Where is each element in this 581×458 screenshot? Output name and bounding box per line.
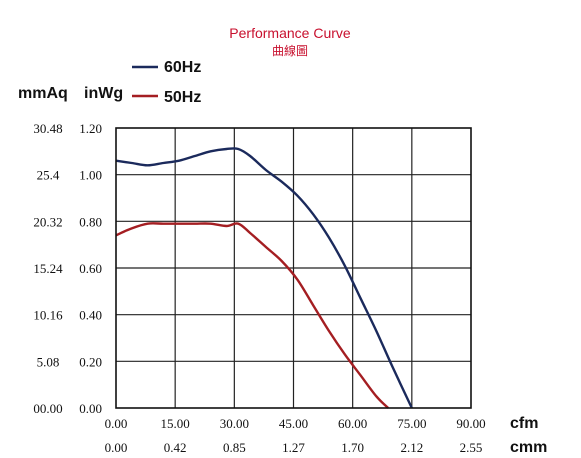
y-tick-label-inwg: 0.20	[79, 354, 102, 369]
grid	[116, 128, 471, 408]
y-tick-label-mmaq: 10.16	[33, 308, 63, 323]
y-tick-label-mmaq: 15.24	[33, 261, 63, 276]
y-tick-label-mmaq: 00.00	[33, 401, 62, 416]
x-tick-label-cmm: 2.12	[400, 440, 423, 455]
x-tick-label-cfm: 90.00	[456, 416, 485, 431]
x-tick-label-cmm: 0.85	[223, 440, 246, 455]
x-tick-label-cfm: 15.00	[161, 416, 190, 431]
y-tick-label-inwg: 1.20	[79, 121, 102, 136]
x-unit-cfm: cfm	[510, 415, 538, 432]
y-tick-label-inwg: 0.80	[79, 214, 102, 229]
series-lines	[115, 147, 413, 409]
series-line-50hz	[115, 222, 390, 409]
tick-labels: 1.20 30.48 1.00 25.4 0.80 20.32 0.60 15.24 0.40 1…	[33, 121, 485, 455]
x-unit-cmm: cmm	[510, 439, 547, 456]
x-tick-label-cmm: 1.27	[282, 440, 305, 455]
y-tick-label-mmaq: 30.48	[33, 121, 62, 136]
y-tick-label-mmaq: 5.08	[37, 354, 60, 369]
x-tick-label-cfm: 0.00	[105, 416, 128, 431]
plot-frame	[115, 127, 472, 409]
x-tick-label-cfm: 45.00	[279, 416, 308, 431]
x-tick-label-cmm: 2.55	[460, 440, 483, 455]
x-tick-label-cfm: 60.00	[338, 416, 367, 431]
legend-label-60hz: 60Hz	[164, 59, 201, 76]
x-tick-label-cmm: 0.00	[105, 440, 128, 455]
x-tick-label-cmm: 1.70	[341, 440, 364, 455]
x-tick-label-cfm: 30.00	[220, 416, 249, 431]
y-unit-inwg: inWg	[84, 85, 123, 102]
y-tick-label-mmaq: 25.4	[37, 168, 60, 183]
legend: 60Hz 50Hz	[132, 59, 201, 106]
y-tick-label-inwg: 0.40	[79, 308, 102, 323]
x-tick-label-cfm: 75.00	[397, 416, 426, 431]
y-unit-mmaq: mmAq	[18, 85, 68, 102]
legend-label-50hz: 50Hz	[164, 89, 201, 106]
chart-title: Performance Curve	[229, 25, 351, 41]
chart-subtitle: 曲線圖	[272, 43, 308, 58]
y-tick-label-inwg: 0.60	[79, 261, 102, 276]
series-line-60hz	[115, 147, 413, 409]
y-tick-label-inwg: 1.00	[79, 168, 102, 183]
y-tick-label-inwg: 0.00	[79, 401, 102, 416]
y-tick-label-mmaq: 20.32	[33, 214, 62, 229]
x-tick-label-cmm: 0.42	[164, 440, 187, 455]
